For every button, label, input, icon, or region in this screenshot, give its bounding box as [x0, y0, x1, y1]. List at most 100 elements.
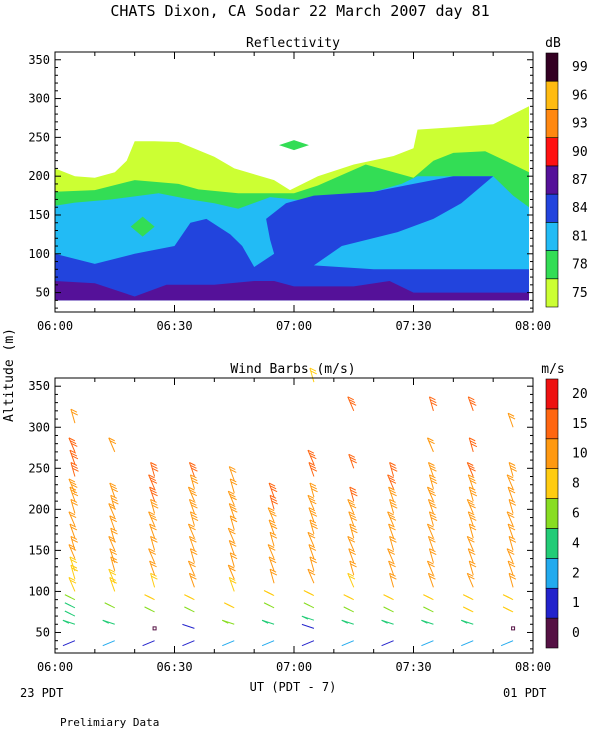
barb-flag — [309, 367, 317, 372]
wind-barb — [381, 640, 394, 647]
barb-flag — [348, 511, 355, 516]
wind-barb — [187, 560, 196, 576]
barb-shaft — [428, 474, 434, 489]
wind-barb — [227, 564, 236, 580]
barb-flag — [148, 548, 155, 553]
barb-flag — [152, 504, 159, 509]
barb-flag — [428, 499, 435, 503]
wind-barb — [308, 507, 318, 522]
colorbar-label: 6 — [572, 507, 580, 522]
barb-flag — [71, 483, 78, 488]
barb-flag — [387, 548, 394, 553]
colorbar-label: 2 — [572, 566, 580, 581]
barb-flag — [308, 507, 316, 512]
barb-flag — [230, 481, 238, 486]
barb-shaft — [68, 478, 76, 494]
x-tick-label: 07:00 — [276, 660, 312, 674]
barb-flag — [347, 572, 354, 577]
wind-barb — [149, 486, 158, 502]
barb-flag — [271, 500, 278, 505]
barb-flag — [469, 440, 477, 445]
wind-barb — [187, 486, 198, 502]
wind-barb — [189, 548, 198, 563]
barb-flag — [506, 511, 514, 516]
barb-flag — [470, 443, 478, 448]
wind-barb — [110, 527, 118, 543]
wind-barb — [228, 576, 237, 592]
barb-shaft — [227, 527, 235, 543]
wind-barb — [188, 535, 197, 551]
wind-barb — [62, 640, 76, 647]
wind-barb — [224, 602, 235, 609]
barb-flag — [507, 412, 515, 417]
wind-barb — [508, 572, 517, 588]
colorbar-swatch — [545, 109, 559, 138]
barb-flag — [508, 489, 516, 494]
wind-barb — [222, 640, 235, 647]
barb-flag — [349, 523, 356, 528]
barb-flag — [270, 497, 278, 502]
barb-flag — [430, 504, 437, 509]
barb-flag — [268, 519, 276, 524]
barb-shaft — [182, 640, 195, 647]
wind-barb — [502, 606, 514, 613]
barb-flag — [307, 531, 315, 536]
barb-flag — [71, 501, 78, 506]
colorbar-label: 1 — [572, 596, 580, 611]
wind-barb — [228, 466, 237, 481]
barb-flag — [149, 551, 156, 555]
wind-barb — [269, 568, 278, 584]
y-tick-label: 150 — [28, 543, 50, 557]
barb-flag — [508, 477, 515, 482]
barb-flag — [389, 535, 396, 540]
barb-flag — [428, 535, 435, 540]
barb-flag — [230, 515, 237, 520]
barb-flag — [230, 579, 237, 584]
x-axis-label: UT (PDT - 7) — [250, 680, 337, 694]
barb-flag — [191, 551, 198, 556]
barb-flag — [189, 462, 196, 466]
wind-barb — [467, 511, 477, 526]
barb-flag — [150, 479, 158, 484]
wind-barb — [427, 535, 436, 551]
barb-flag — [71, 492, 79, 497]
wind-barb — [388, 523, 396, 539]
figure-title: CHATS Dixon, CA Sodar 22 March 2007 day … — [110, 2, 489, 20]
wind-barb — [466, 535, 475, 551]
barb-shaft — [349, 560, 355, 576]
barb-flag — [151, 492, 158, 497]
barb-flag — [228, 564, 235, 569]
barb-shaft — [387, 511, 395, 526]
wind-barb — [421, 640, 434, 647]
barb-flag — [468, 538, 475, 543]
wind-barb — [222, 619, 235, 625]
x-tick-label: 06:00 — [37, 319, 73, 333]
barb-flag — [229, 567, 236, 572]
barb-shaft — [388, 523, 395, 539]
barb-flag — [505, 595, 512, 600]
barb-flag — [468, 575, 475, 580]
barb-shaft — [182, 623, 195, 629]
barb-flag — [308, 462, 316, 466]
barb-flag — [307, 494, 315, 499]
barb-flag — [228, 527, 235, 532]
barb-flag — [190, 511, 197, 516]
y-tick-label: 350 — [28, 53, 50, 67]
barb-flag — [266, 591, 273, 596]
barb-flag — [191, 477, 198, 482]
barb-flag — [109, 482, 116, 487]
barb-flag — [229, 530, 236, 535]
barb-shaft — [110, 495, 116, 510]
barb-flag — [310, 500, 317, 505]
preliminary-note: Prelimiary Data — [60, 716, 159, 729]
barb-flag — [269, 522, 277, 527]
wind-barb — [303, 602, 315, 609]
barb-shaft — [427, 499, 434, 514]
barb-flag — [390, 575, 397, 580]
wind-barb — [150, 499, 159, 514]
barb-flag — [309, 556, 317, 561]
barb-flag — [347, 499, 354, 503]
wind-barb — [347, 572, 356, 588]
wind-barb — [68, 544, 77, 559]
barb-flag — [430, 517, 438, 521]
